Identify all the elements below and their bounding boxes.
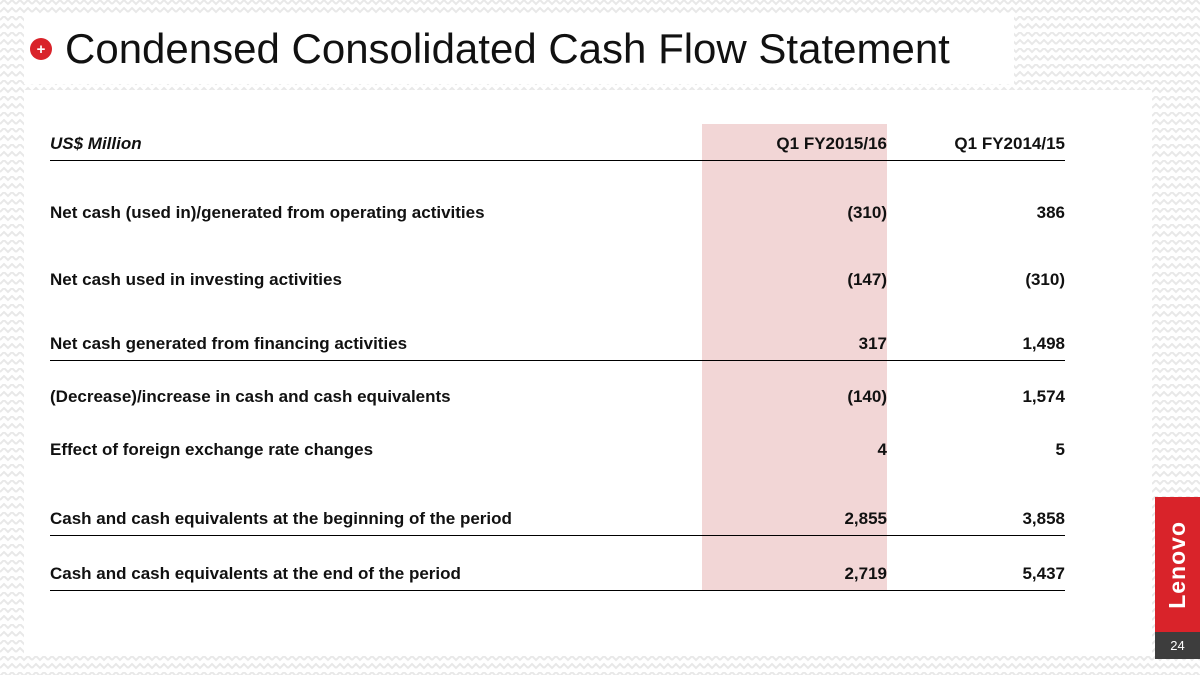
value-q1-fy2015-16: 4 xyxy=(702,413,887,466)
value-q1-fy2015-16: (140) xyxy=(702,361,887,413)
value-q1-fy2014-15: 1,498 xyxy=(1022,334,1065,353)
value-q1-fy2014-15: 5,437 xyxy=(1022,564,1065,583)
page-number-badge: 24 xyxy=(1155,632,1200,659)
column-header-q1-fy2014-15: Q1 FY2014/15 xyxy=(954,134,1065,153)
cash-flow-table: US$ Million Q1 FY2015/16 Q1 FY2014/15 Ne… xyxy=(50,124,1065,591)
column-header-q1-fy2015-16: Q1 FY2015/16 xyxy=(702,124,887,160)
value-q1-fy2015-16: 317 xyxy=(702,296,887,360)
row-label: Cash and cash equivalents at the beginni… xyxy=(50,509,512,528)
value-q1-fy2015-16: 2,855 xyxy=(702,466,887,535)
page-number: 24 xyxy=(1170,638,1185,653)
value-q1-fy2015-16: (310) xyxy=(702,161,887,229)
unit-label: US$ Million xyxy=(50,134,142,153)
value-q1-fy2014-15: 386 xyxy=(1036,203,1065,222)
table-row: Net cash (used in)/generated from operat… xyxy=(50,161,1065,229)
table-row: Effect of foreign exchange rate changes 4… xyxy=(50,413,1065,466)
lenovo-logo: Lenovo xyxy=(1155,497,1200,632)
table-body: Net cash (used in)/generated from operat… xyxy=(50,161,1065,591)
value-q1-fy2014-15: 3,858 xyxy=(1022,509,1065,528)
value-q1-fy2014-15: (310) xyxy=(1025,270,1065,289)
plus-glyph: + xyxy=(36,40,46,58)
row-label: Net cash used in investing activities xyxy=(50,270,342,289)
title-band: + Condensed Consolidated Cash Flow State… xyxy=(24,14,1014,84)
row-label: Effect of foreign exchange rate changes xyxy=(50,440,374,459)
table-row: Cash and cash equivalents at the end of … xyxy=(50,536,1065,591)
value-q1-fy2014-15: 1,574 xyxy=(1022,387,1065,406)
table-header-row: US$ Million Q1 FY2015/16 Q1 FY2014/15 xyxy=(50,124,1065,161)
row-label: Cash and cash equivalents at the end of … xyxy=(50,564,461,583)
table-row: Net cash generated from financing activi… xyxy=(50,296,1065,361)
row-label: Net cash generated from financing activi… xyxy=(50,334,408,353)
row-label: Net cash (used in)/generated from operat… xyxy=(50,203,485,222)
value-q1-fy2014-15: 5 xyxy=(1055,440,1065,459)
table-row: (Decrease)/increase in cash and cash equ… xyxy=(50,361,1065,413)
table-row: Cash and cash equivalents at the beginni… xyxy=(50,466,1065,536)
plus-bullet-icon: + xyxy=(30,38,52,60)
page-title: Condensed Consolidated Cash Flow Stateme… xyxy=(65,25,950,72)
lenovo-logo-text: Lenovo xyxy=(1164,520,1190,609)
value-q1-fy2015-16: 2,719 xyxy=(702,536,887,590)
slide-body-panel: US$ Million Q1 FY2015/16 Q1 FY2014/15 Ne… xyxy=(24,90,1152,656)
table-row: Net cash used in investing activities (14… xyxy=(50,229,1065,296)
value-q1-fy2015-16: (147) xyxy=(702,229,887,296)
row-label: (Decrease)/increase in cash and cash equ… xyxy=(50,387,451,406)
